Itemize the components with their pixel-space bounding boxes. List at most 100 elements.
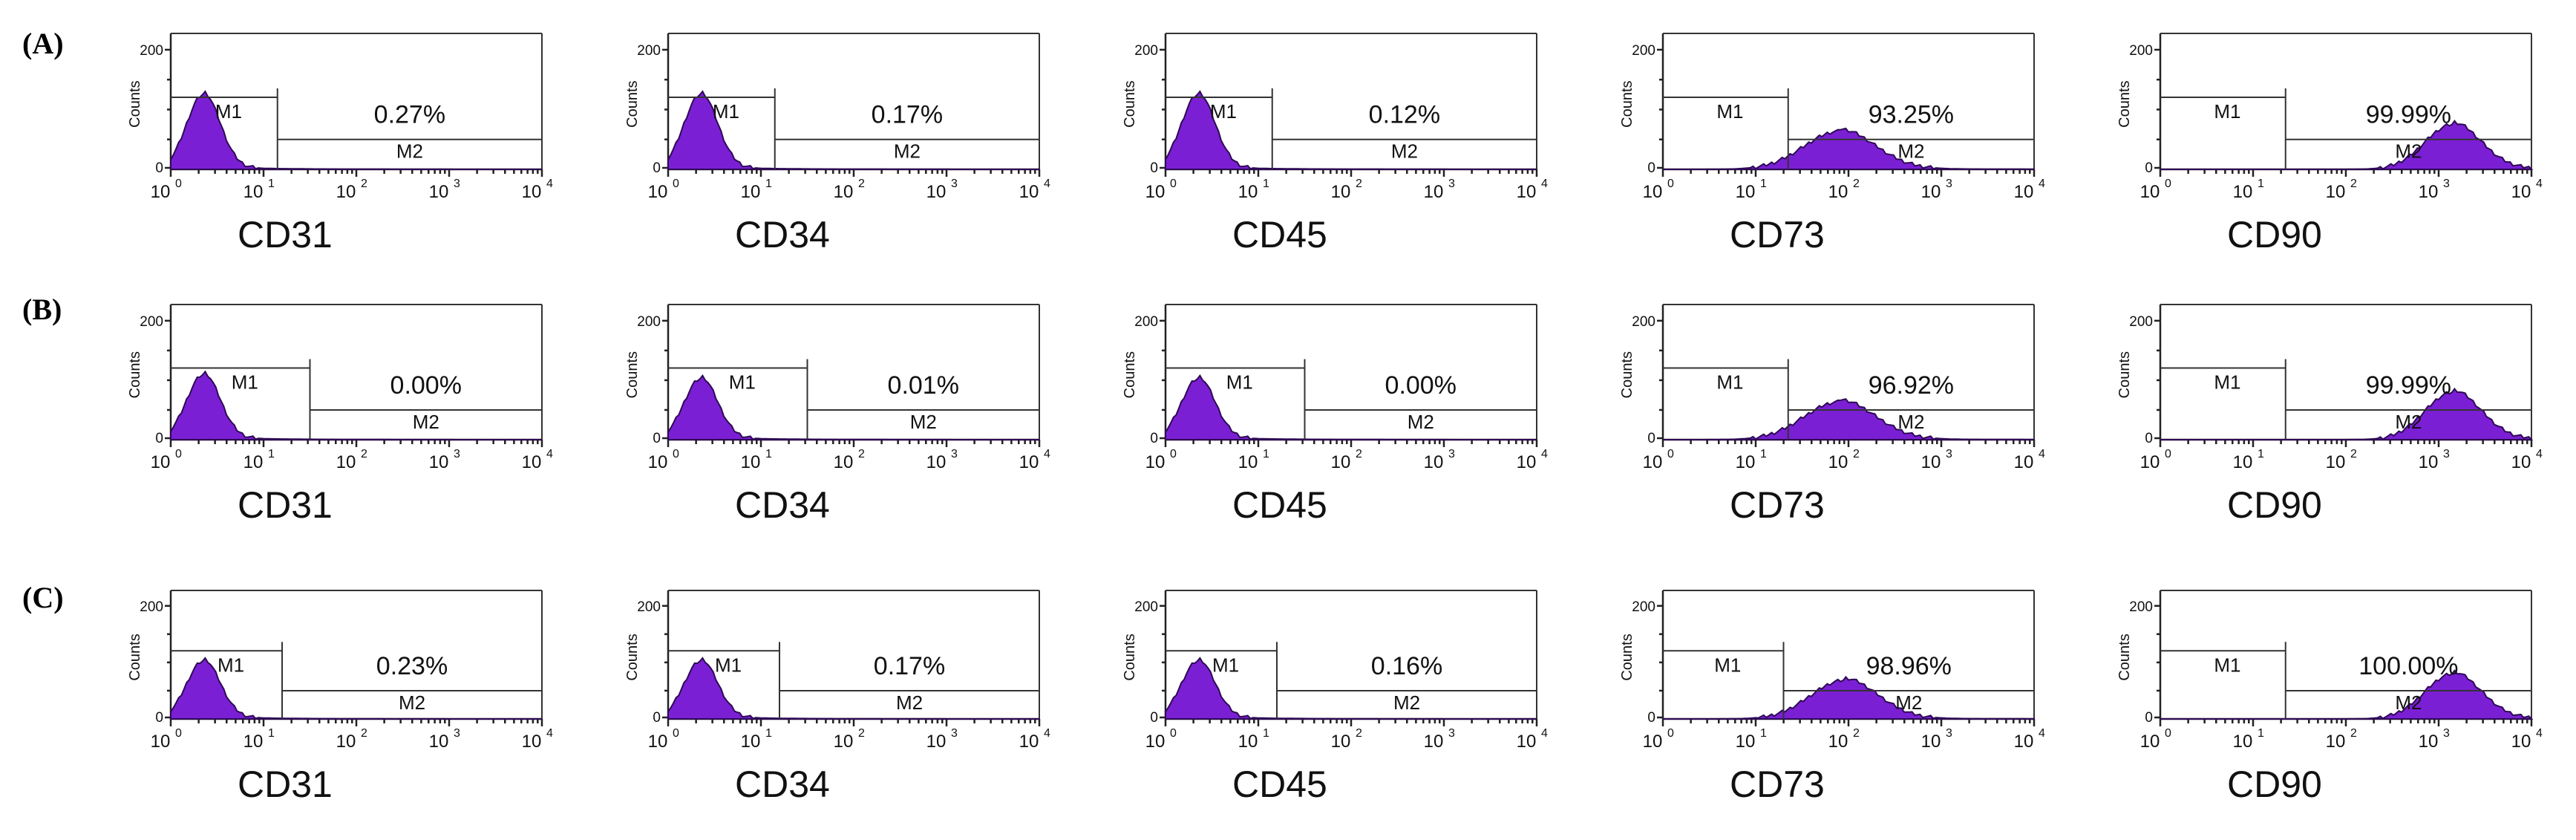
x-tick-label: 10 bbox=[1424, 452, 1444, 472]
y-tick-label-200: 200 bbox=[140, 43, 163, 59]
marker-label-a-cd90: CD90 bbox=[2227, 214, 2322, 255]
x-tick-exponent: 2 bbox=[2350, 178, 2357, 190]
m2-percentage: 0.23% bbox=[376, 652, 448, 680]
x-tick-label: 10 bbox=[834, 732, 854, 752]
panel-c-cd45: 200 0 Counts 10 0 10 1 10 2 10 3 10 4 M1 M2 0.16% CD45 bbox=[1122, 590, 1548, 805]
histogram-b-cd90 bbox=[2160, 387, 2534, 440]
y-tick-label-0: 0 bbox=[155, 710, 163, 726]
x-tick-exponent: 1 bbox=[2258, 178, 2264, 190]
x-tick-exponent: 0 bbox=[175, 178, 182, 190]
x-tick-exponent: 4 bbox=[1541, 727, 1548, 740]
m2-percentage: 0.17% bbox=[872, 101, 943, 129]
histogram-a-cd90 bbox=[2160, 120, 2534, 170]
x-tick-exponent: 1 bbox=[1263, 448, 1269, 460]
x-tick-exponent: 3 bbox=[454, 178, 460, 190]
x-tick-exponent: 0 bbox=[673, 448, 679, 460]
x-tick-exponent: 2 bbox=[361, 727, 367, 740]
x-tick-exponent: 0 bbox=[2165, 178, 2171, 190]
gate-m1-label: M1 bbox=[1716, 371, 1743, 394]
x-tick-label: 10 bbox=[1517, 732, 1537, 752]
x-tick-label: 10 bbox=[926, 732, 947, 752]
x-tick-label: 10 bbox=[2233, 452, 2253, 472]
gate-m2-label: M2 bbox=[1391, 140, 1418, 163]
gate-m1-label: M1 bbox=[1212, 654, 1239, 676]
x-tick-label: 10 bbox=[336, 182, 356, 202]
x-tick-exponent: 2 bbox=[1853, 727, 1860, 740]
x-tick-label: 10 bbox=[2326, 452, 2346, 472]
y-tick-label-0: 0 bbox=[653, 431, 661, 446]
panel-c-cd90: 200 0 Counts 10 0 10 1 10 2 10 3 10 4 M1 M2 100.00% CD90 bbox=[2116, 590, 2543, 805]
gate-m1-label: M1 bbox=[232, 371, 258, 394]
panel-a-cd34: 200 0 Counts 10 0 10 1 10 2 10 3 10 4 M1 M2 0.17% CD34 bbox=[624, 33, 1050, 255]
x-tick-exponent: 4 bbox=[1044, 727, 1050, 740]
x-tick-exponent: 2 bbox=[2350, 448, 2357, 460]
gate-m2-label: M2 bbox=[1897, 411, 1924, 433]
y-tick-label-200: 200 bbox=[1632, 43, 1655, 59]
m2-percentage: 0.17% bbox=[874, 652, 945, 680]
gate-m1-label: M1 bbox=[2214, 371, 2240, 394]
m2-percentage: 0.00% bbox=[1385, 371, 1457, 400]
x-tick-exponent: 4 bbox=[1044, 178, 1050, 190]
x-tick-exponent: 3 bbox=[1946, 178, 1952, 190]
gate-m1-label: M1 bbox=[1210, 100, 1237, 123]
x-tick-label: 10 bbox=[1145, 732, 1166, 752]
x-tick-exponent: 3 bbox=[454, 727, 460, 740]
x-tick-label: 10 bbox=[1019, 452, 1039, 472]
x-tick-exponent: 0 bbox=[2165, 448, 2171, 460]
gate-m1-label: M1 bbox=[1714, 654, 1741, 676]
gate-m1-label: M1 bbox=[1226, 371, 1253, 394]
y-tick-label-200: 200 bbox=[2129, 599, 2153, 615]
y-tick-label-200: 200 bbox=[2129, 314, 2153, 330]
gate-m2-label: M2 bbox=[413, 411, 439, 433]
row-label-a: (A) bbox=[22, 27, 64, 60]
x-tick-exponent: 3 bbox=[1448, 448, 1455, 460]
x-tick-label: 10 bbox=[2014, 732, 2034, 752]
y-tick-label-200: 200 bbox=[140, 314, 163, 330]
x-tick-exponent: 0 bbox=[1667, 448, 1674, 460]
x-tick-label: 10 bbox=[1736, 732, 1756, 752]
x-tick-label: 10 bbox=[1643, 732, 1663, 752]
gate-m2-label: M2 bbox=[2395, 140, 2422, 163]
y-axis-label: Counts bbox=[127, 634, 143, 680]
y-axis-label: Counts bbox=[1122, 634, 1138, 680]
x-tick-exponent: 0 bbox=[1170, 178, 1177, 190]
x-tick-exponent: 1 bbox=[268, 178, 275, 190]
x-tick-exponent: 3 bbox=[1448, 178, 1455, 190]
x-tick-label: 10 bbox=[2140, 182, 2160, 202]
x-tick-exponent: 3 bbox=[951, 178, 958, 190]
x-tick-exponent: 4 bbox=[2039, 448, 2045, 460]
y-axis-label: Counts bbox=[1619, 634, 1635, 680]
x-tick-exponent: 4 bbox=[546, 727, 553, 740]
y-tick-label-200: 200 bbox=[2129, 43, 2153, 59]
marker-label-b-cd34: CD34 bbox=[735, 484, 830, 526]
x-tick-label: 10 bbox=[2419, 182, 2439, 202]
x-tick-label: 10 bbox=[1921, 182, 1941, 202]
x-tick-label: 10 bbox=[741, 732, 761, 752]
x-tick-label: 10 bbox=[1238, 182, 1258, 202]
y-tick-label-200: 200 bbox=[140, 599, 163, 615]
x-tick-exponent: 3 bbox=[951, 448, 958, 460]
panel-b-cd73: 200 0 Counts 10 0 10 1 10 2 10 3 10 4 M1 M2 96.92% CD73 bbox=[1619, 304, 2045, 526]
m2-percentage: 98.96% bbox=[1866, 652, 1952, 680]
histogram-a-cd34 bbox=[667, 90, 1039, 170]
panel-b-cd34: 200 0 Counts 10 0 10 1 10 2 10 3 10 4 M1 M2 0.01% CD34 bbox=[624, 304, 1050, 526]
y-axis-label: Counts bbox=[624, 80, 641, 127]
x-tick-label: 10 bbox=[1331, 452, 1351, 472]
y-tick-label-0: 0 bbox=[1150, 710, 1158, 726]
y-tick-label-0: 0 bbox=[1647, 431, 1655, 446]
y-tick-label-200: 200 bbox=[637, 314, 661, 330]
x-tick-label: 10 bbox=[1145, 182, 1166, 202]
y-tick-label-0: 0 bbox=[1647, 710, 1655, 726]
x-tick-exponent: 4 bbox=[2536, 178, 2543, 190]
x-tick-label: 10 bbox=[151, 732, 171, 752]
histogram-c-cd34 bbox=[667, 657, 1039, 720]
x-tick-label: 10 bbox=[926, 452, 947, 472]
x-tick-exponent: 1 bbox=[2258, 448, 2264, 460]
y-axis-label: Counts bbox=[127, 80, 143, 127]
marker-label-a-cd31: CD31 bbox=[238, 214, 333, 255]
x-tick-label: 10 bbox=[1424, 182, 1444, 202]
y-tick-label-0: 0 bbox=[2145, 160, 2153, 176]
y-axis-label: Counts bbox=[127, 351, 143, 398]
gate-m2-label: M2 bbox=[894, 140, 921, 163]
